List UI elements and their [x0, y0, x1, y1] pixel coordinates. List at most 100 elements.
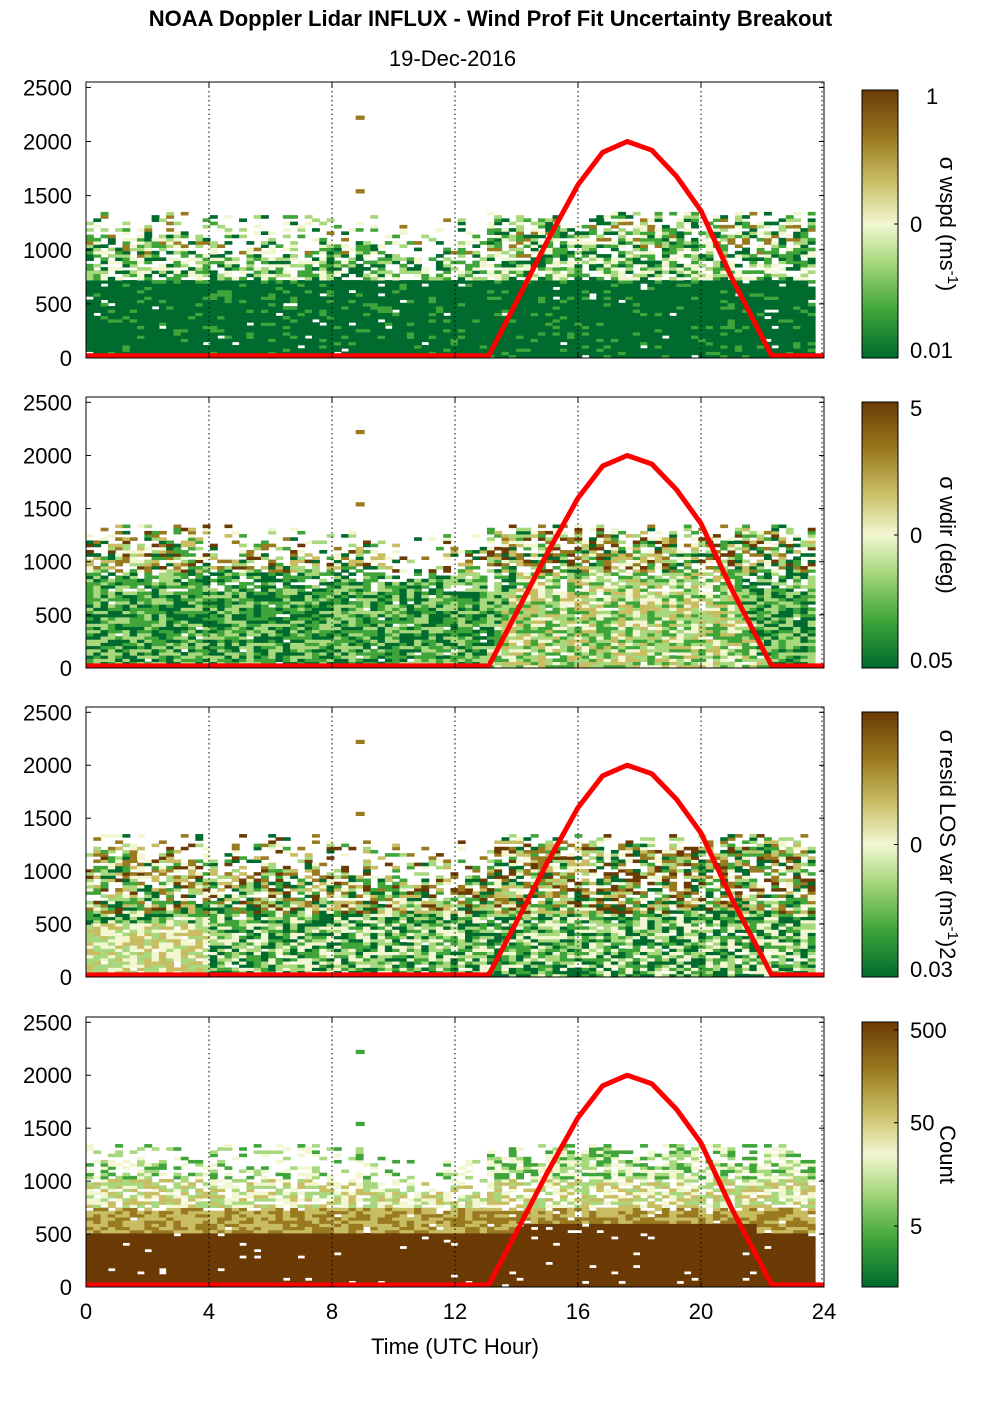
heatmap-cell	[260, 341, 269, 346]
heatmap-cell	[246, 601, 255, 605]
heatmap-cell	[100, 257, 109, 261]
heatmap-cell	[122, 348, 131, 352]
heatmap-cell	[603, 273, 612, 278]
heatmap-cell	[151, 639, 160, 643]
heatmap-cell	[384, 345, 393, 349]
heatmap-cell	[246, 572, 255, 576]
heatmap-cell	[275, 604, 284, 608]
heatmap-cell	[530, 312, 539, 317]
heatmap-cell	[115, 629, 124, 634]
heatmap-cell	[129, 309, 138, 313]
heatmap-cell	[363, 540, 371, 545]
heatmap-cell	[246, 319, 255, 323]
heatmap-cell	[202, 553, 211, 557]
heatmap-cell	[282, 652, 291, 656]
heatmap-cell	[610, 296, 619, 300]
heatmap-cell	[567, 306, 576, 310]
heatmap-cell	[122, 597, 131, 602]
heatmap-cell	[122, 655, 131, 659]
heatmap-cell	[705, 348, 714, 352]
heatmap-cell	[326, 322, 335, 326]
heatmap-cell	[166, 319, 175, 323]
heatmap-cell	[691, 270, 699, 274]
heatmap-cell	[180, 280, 189, 284]
heatmap-cell	[800, 241, 809, 245]
heatmap-cell	[202, 642, 211, 647]
heatmap-cell	[202, 322, 211, 326]
heatmap-cell	[297, 263, 306, 268]
heatmap-cell	[742, 345, 750, 349]
heatmap-cell	[567, 241, 576, 245]
heatmap-cell	[115, 556, 124, 560]
heatmap-cell	[268, 578, 277, 583]
heatmap-cell	[239, 581, 247, 586]
heatmap-cell	[209, 335, 218, 339]
heatmap-cell	[363, 254, 371, 258]
heatmap-cell	[443, 328, 452, 333]
heatmap-cell	[100, 319, 109, 323]
heatmap-cell	[129, 299, 138, 304]
heatmap-cell	[494, 218, 503, 223]
heatmap-cell	[508, 345, 517, 349]
heatmap-cell	[742, 354, 750, 358]
heatmap-cell	[86, 543, 94, 548]
heatmap-cell	[129, 559, 138, 564]
heatmap-cell	[610, 328, 619, 333]
heatmap-cell	[734, 338, 743, 343]
heatmap-cell	[559, 286, 568, 291]
heatmap-cell	[705, 332, 714, 336]
heatmap-cell	[516, 319, 524, 323]
heatmap-cell	[217, 597, 226, 602]
heatmap-cell	[122, 585, 131, 589]
heatmap-cell	[166, 348, 175, 352]
heatmap-cell	[195, 254, 204, 258]
heatmap-cell	[807, 338, 816, 343]
heatmap-cell	[377, 260, 386, 265]
heatmap-cell	[151, 591, 160, 596]
heatmap-cell	[676, 299, 685, 304]
heatmap-cell	[545, 345, 554, 349]
heatmap-cell	[734, 224, 743, 229]
heatmap-cell	[188, 601, 196, 605]
heatmap-cell	[377, 601, 386, 605]
heatmap-cell	[669, 263, 678, 268]
heatmap-cell	[173, 591, 182, 596]
heatmap-cell	[341, 575, 350, 580]
heatmap-cell	[224, 276, 233, 281]
heatmap-cell	[508, 263, 517, 268]
heatmap-cell	[137, 553, 145, 557]
heatmap-cell	[523, 241, 532, 245]
heatmap-cell	[333, 341, 342, 346]
heatmap-cell	[297, 623, 306, 627]
heatmap-cell	[435, 228, 444, 232]
heatmap-cell	[246, 328, 255, 333]
heatmap-cell	[465, 319, 473, 323]
heatmap-cell	[756, 306, 765, 310]
heatmap-cell	[115, 610, 124, 615]
heatmap-cell	[669, 260, 678, 265]
heatmap-cell	[355, 280, 364, 284]
heatmap-cell	[151, 328, 160, 333]
heatmap-cell	[683, 293, 692, 297]
heatmap-cell	[341, 341, 350, 346]
heatmap-cell	[239, 335, 247, 339]
heatmap-cell	[720, 302, 729, 307]
heatmap-cell	[472, 312, 481, 317]
heatmap-cell	[603, 215, 612, 219]
heatmap-cell	[683, 263, 692, 268]
heatmap-cell	[180, 540, 189, 545]
heatmap-cell	[268, 276, 277, 281]
heatmap-cell	[370, 247, 379, 252]
heatmap-cell	[341, 629, 350, 634]
heatmap-cell	[188, 591, 196, 596]
heatmap-cell	[268, 616, 277, 621]
heatmap-cell	[319, 591, 328, 596]
heatmap-cell	[268, 286, 277, 291]
heatmap-cell	[661, 315, 670, 320]
heatmap-cell	[239, 296, 247, 300]
heatmap-cell	[363, 632, 371, 637]
heatmap-cell	[93, 289, 102, 294]
heatmap-cell	[567, 325, 576, 330]
heatmap-cell	[326, 280, 335, 284]
heatmap-cell	[661, 247, 670, 252]
